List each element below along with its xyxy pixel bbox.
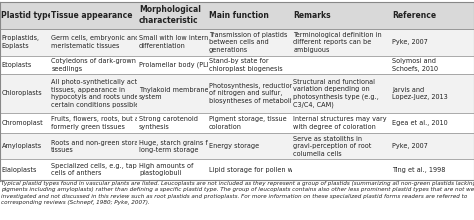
Text: Energy storage: Energy storage bbox=[209, 143, 259, 149]
Text: Pyke, 2007: Pyke, 2007 bbox=[392, 143, 428, 149]
Text: Solymosi and
Schoefs, 2010: Solymosi and Schoefs, 2010 bbox=[392, 58, 438, 72]
Bar bbox=[0, 159, 474, 180]
Text: Pigment storage, tissue
coloration: Pigment storage, tissue coloration bbox=[209, 116, 287, 130]
Text: Main function: Main function bbox=[209, 11, 269, 20]
Text: Cotyledons of dark-grown
seedlings: Cotyledons of dark-grown seedlings bbox=[51, 58, 136, 72]
Text: Elaioplasts: Elaioplasts bbox=[1, 167, 37, 172]
Text: Pyke, 2007: Pyke, 2007 bbox=[392, 39, 428, 45]
Bar bbox=[0, 29, 474, 55]
Bar bbox=[0, 55, 474, 74]
Bar bbox=[0, 74, 474, 112]
Text: Morphological
characteristic: Morphological characteristic bbox=[139, 5, 201, 26]
Text: Jarvis and
Lopez-Juez, 2013: Jarvis and Lopez-Juez, 2013 bbox=[392, 87, 448, 100]
Text: Terminological definition in
different reports can be
ambiguous: Terminological definition in different r… bbox=[293, 32, 382, 53]
Bar bbox=[0, 134, 474, 159]
Text: Internal structures may vary
with degree of coloration: Internal structures may vary with degree… bbox=[293, 116, 387, 130]
Text: Small with low internal
differentiation: Small with low internal differentiation bbox=[139, 35, 214, 49]
Text: Prolamellar body (PLB): Prolamellar body (PLB) bbox=[139, 62, 214, 68]
Text: Chloroplasts: Chloroplasts bbox=[1, 90, 42, 96]
Text: Lipid storage for pollen wall: Lipid storage for pollen wall bbox=[209, 167, 301, 172]
Text: Typical plastid types found in vascular plants are listed. Leucoplasts are not i: Typical plastid types found in vascular … bbox=[1, 181, 474, 205]
Text: Roots and non-green storage
tissues: Roots and non-green storage tissues bbox=[51, 139, 147, 153]
Text: Egea et al., 2010: Egea et al., 2010 bbox=[392, 120, 448, 126]
Text: Thylakoid membrane
system: Thylakoid membrane system bbox=[139, 87, 209, 100]
Text: Proplastids,
Eoplasts: Proplastids, Eoplasts bbox=[1, 35, 39, 49]
Text: Plastid type: Plastid type bbox=[1, 11, 54, 20]
Text: Serve as statoliths in
gravi-perception of root
columella cells: Serve as statoliths in gravi-perception … bbox=[293, 136, 372, 157]
Text: Huge, starch grains for
long-term storage: Huge, starch grains for long-term storag… bbox=[139, 139, 214, 153]
Text: Reference: Reference bbox=[392, 11, 436, 20]
Text: Tissue appearance: Tissue appearance bbox=[51, 11, 133, 20]
Text: Chromoplast: Chromoplast bbox=[1, 120, 43, 126]
Text: Photosynthesis, reduction
of nitrogen and sulfur,
biosyntheses of metabolites: Photosynthesis, reduction of nitrogen an… bbox=[209, 83, 302, 104]
Text: Structural and functional
variation depending on
photosynthesis type (e.g.,
C3/C: Structural and functional variation depe… bbox=[293, 79, 379, 108]
Text: All photo-synthetically active
tissues, appearance in
hypocotyls and roots under: All photo-synthetically active tissues, … bbox=[51, 79, 147, 108]
Text: Strong carotenoid
synthesis: Strong carotenoid synthesis bbox=[139, 116, 198, 130]
Bar bbox=[0, 112, 474, 134]
Text: Ting et al., 1998: Ting et al., 1998 bbox=[392, 167, 446, 172]
Text: High amounts of
plastoglobuli: High amounts of plastoglobuli bbox=[139, 163, 193, 176]
Text: Transmission of plastids
between cells and
generations: Transmission of plastids between cells a… bbox=[209, 32, 288, 53]
Bar bbox=[0, 2, 474, 29]
Text: Stand-by state for
chloroplast biogenesis: Stand-by state for chloroplast biogenesi… bbox=[209, 58, 283, 72]
Text: Specialized cells, e.g., tapetal
cells of anthers: Specialized cells, e.g., tapetal cells o… bbox=[51, 163, 149, 176]
Text: Amyloplasts: Amyloplasts bbox=[1, 143, 42, 149]
Text: Germ cells, embryonic and
meristematic tissues: Germ cells, embryonic and meristematic t… bbox=[51, 35, 140, 49]
Text: Remarks: Remarks bbox=[293, 11, 331, 20]
Text: Fruits, flowers, roots, but also
formerly green tissues: Fruits, flowers, roots, but also formerl… bbox=[51, 116, 148, 130]
Text: Etoplasts: Etoplasts bbox=[1, 62, 32, 68]
